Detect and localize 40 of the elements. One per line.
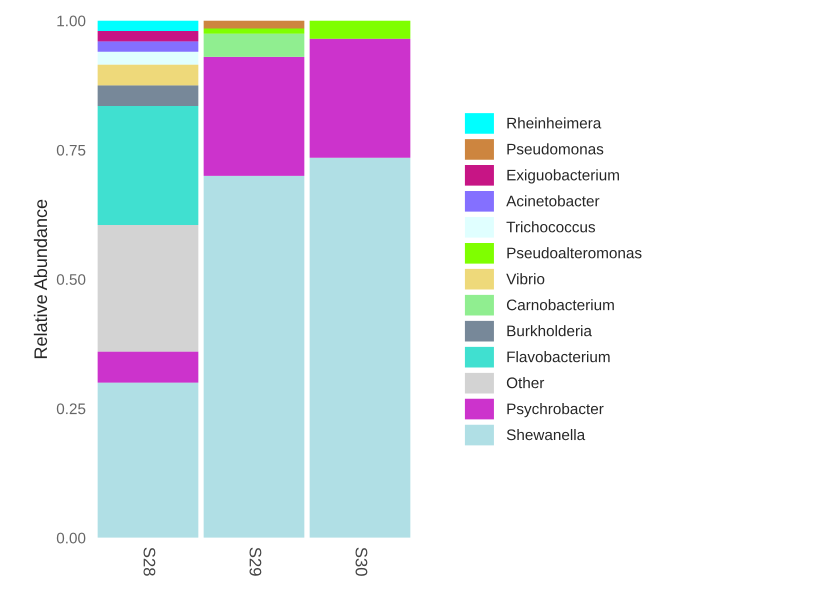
legend-label: Carnobacterium	[506, 299, 614, 310]
bar	[98, 41, 198, 52]
legend-label: Flavobacterium	[507, 351, 610, 362]
legend-label: Exiguobacterium	[507, 169, 619, 184]
y-tick-label: 0.00	[56, 532, 86, 544]
y-axis-title: Relative Abundance	[34, 200, 48, 358]
bar	[310, 158, 410, 538]
bar	[98, 20, 198, 32]
bar	[98, 64, 198, 86]
legend-label: Pseudoalteromonas	[507, 247, 642, 258]
y-tick-label: 0.50	[56, 274, 86, 285]
bar	[98, 352, 198, 383]
y-tick-label: 0.75	[56, 144, 86, 156]
bar	[204, 28, 304, 34]
bar	[204, 176, 304, 538]
legend-label: Burkholderia	[507, 325, 592, 336]
bar	[204, 20, 304, 28]
bar	[310, 38, 410, 158]
legend-label: Psychrobacter	[507, 403, 604, 418]
bar	[98, 106, 198, 225]
legend-label: Other	[506, 377, 544, 388]
bar	[98, 52, 198, 65]
bar	[98, 85, 198, 106]
bar	[204, 34, 304, 57]
y-tick-label: 1.00	[57, 16, 86, 26]
legend-label: Acinetobacter	[506, 195, 600, 206]
bar	[310, 20, 410, 39]
legend-label: Shewanella	[506, 428, 586, 440]
bar	[204, 56, 304, 176]
x-tick-label: S30	[356, 548, 368, 576]
legend-label: Vibrio	[506, 273, 544, 284]
x-tick-label: S29	[250, 548, 262, 576]
y-tick-label: 0.25	[56, 403, 86, 414]
bar	[98, 31, 198, 42]
x-tick-label: S28	[144, 548, 156, 576]
legend-label: Pseudomonas	[507, 143, 604, 154]
bar	[98, 382, 198, 538]
bar	[98, 224, 198, 352]
legend-label: Trichococcus	[506, 221, 596, 232]
legend-label: Rheinheimera	[507, 117, 602, 129]
